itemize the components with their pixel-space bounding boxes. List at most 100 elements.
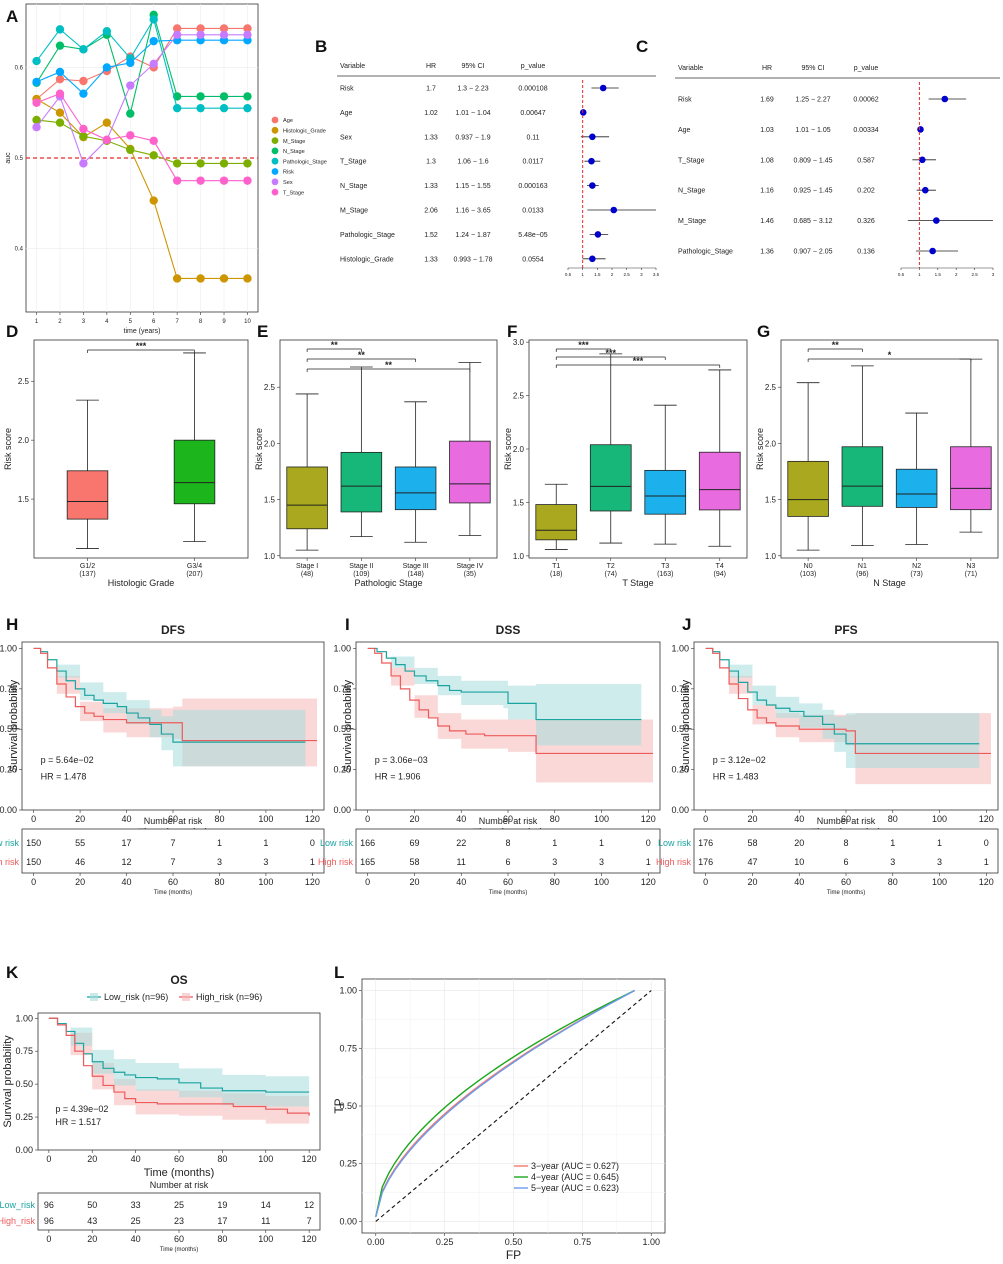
- panel-a-point: [172, 159, 182, 168]
- box-rect-T3: [644, 469, 687, 515]
- box-n-label: (137): [79, 571, 95, 578]
- forest-header: Variable: [678, 65, 703, 72]
- km-ytick-label: 0.00: [0, 805, 17, 815]
- km-risk-tick-label: 0: [365, 877, 370, 887]
- km-risk-tick-label: 40: [131, 1234, 141, 1244]
- panel-a-series-line-Histologic_Grade: [36, 98, 248, 280]
- box-rect-N3: [950, 446, 992, 511]
- forest-header: 95% CI: [802, 65, 825, 72]
- km-risk-tick-label: 100: [258, 877, 273, 887]
- forest-ci: 1.16 − 3.65: [455, 208, 490, 215]
- km-risk-count-low: 12: [304, 1200, 314, 1210]
- km-ytick-label: 1.00: [671, 643, 689, 653]
- forest-ci: 0.937 − 1.9: [455, 134, 490, 141]
- km-risk-count-low: 176: [698, 838, 713, 848]
- km-xtick-label: 80: [550, 814, 560, 824]
- roc-xtick-label: 0.75: [574, 1237, 592, 1247]
- km-risk-tick-label: 120: [641, 877, 656, 887]
- box-ytick-label: 3.0: [513, 338, 525, 347]
- box-ytick-label: 2.5: [765, 383, 777, 392]
- box-n-label: (94): [714, 571, 726, 578]
- panel-a-xtick-label: 6: [152, 319, 156, 325]
- roc-ytick-label: 1.00: [339, 986, 357, 996]
- km-risk-count-high: 23: [174, 1216, 184, 1226]
- roc-xtick-label: 0.25: [436, 1237, 454, 1247]
- km-risk-tick-label: 120: [302, 1234, 317, 1244]
- panel-a-series-line-N_Stage: [36, 12, 248, 116]
- panel-a-point: [196, 30, 205, 39]
- box-ytick-label: 2.5: [513, 392, 525, 401]
- panel-a-legend-key: [271, 168, 279, 175]
- box-ytick-label: 1.5: [765, 496, 777, 505]
- km-ytick-label: 0.00: [671, 805, 689, 815]
- box-significance: ***: [605, 348, 616, 358]
- km-ytick-label: 0.50: [0, 724, 17, 734]
- panel-label-H: H: [6, 615, 18, 634]
- km-risk-tick-label: 100: [258, 1234, 273, 1244]
- forest-ci: 1.01 − 1.04: [455, 110, 490, 117]
- panel-a-point: [55, 118, 65, 127]
- km-curve-low: [367, 647, 642, 721]
- km-risk-count-low: 7: [170, 838, 175, 848]
- km-risk-row-label-high: High risk: [0, 857, 19, 867]
- km-risk-count-low: 33: [131, 1200, 141, 1210]
- panel-b-forest-plot: Variable HR 95% CI p_value Risk 1.7 1.3 − 2.23…: [337, 63, 660, 277]
- km-risk-tick-label: 80: [888, 877, 898, 887]
- panel-a-point: [172, 30, 182, 39]
- box-ylabel: Risk score: [254, 428, 264, 470]
- km-risk-count-low: 1: [890, 838, 895, 848]
- forest-point: [929, 247, 936, 255]
- box-ytick-label: 2.0: [18, 436, 30, 445]
- panel-d-boxplot: 1.5 2.0 2.5 G1/2(137) G3/4(207) Histologic Gr…: [3, 339, 249, 588]
- km-risk-count-high: 11: [261, 1216, 270, 1226]
- km-pvalue: p = 5.64e−02: [41, 755, 94, 765]
- forest-tick-label: 1: [581, 272, 584, 277]
- panel-a-point: [55, 67, 65, 77]
- panel-a-xtick-label: 5: [129, 319, 133, 325]
- km-ytick-label: 0.25: [671, 765, 689, 775]
- box-significance: **: [832, 340, 840, 350]
- km-ytick-label: 0.25: [333, 765, 351, 775]
- box-rect-N2: [895, 468, 938, 508]
- panel-a-series-line-Pathologic_Stage: [36, 18, 248, 109]
- roc-curve-5year: [375, 989, 636, 1218]
- forest-variable: Sex: [340, 134, 353, 141]
- panel-a-point: [79, 124, 88, 134]
- panel-a-legend-label: Pathologic_Stage: [283, 159, 327, 165]
- panel-a-point: [219, 30, 229, 39]
- box-n-label: (18): [550, 571, 562, 578]
- panel-a-point: [32, 98, 41, 107]
- panel-a-xtick-label: 4: [105, 319, 109, 325]
- box-ytick-label: 1.5: [513, 498, 525, 507]
- box-xtick-label: N2: [912, 563, 921, 570]
- km-ytick-label: 0.75: [333, 684, 351, 694]
- forest-hr: 1.3: [426, 159, 436, 166]
- km-curve-high: [705, 647, 991, 755]
- km-xtick-label: 100: [594, 814, 609, 824]
- roc-xtick-label: 0.00: [367, 1237, 385, 1247]
- panel-j-km-plot: PFSLow risk (n = 176)High risk (n = 176)…: [656, 623, 999, 896]
- forest-hr: 1.03: [760, 127, 774, 134]
- km-risk-count-high: 3: [937, 857, 942, 867]
- forest-point: [917, 126, 924, 133]
- roc-ytick-label: 0.50: [339, 1101, 357, 1111]
- forest-ci: 1.01 − 1.05: [795, 127, 830, 134]
- km-xtick-label: 40: [456, 814, 466, 824]
- panel-a-point: [219, 103, 229, 113]
- km-risk-row-label-high: High risk: [318, 857, 354, 867]
- km-ci-band-low: [705, 648, 980, 768]
- panel-a-legend-key: [271, 147, 279, 155]
- box-ytick-label: 1.0: [765, 552, 777, 561]
- km-curve-high: [367, 647, 653, 755]
- panel-a-point: [219, 159, 229, 168]
- box-xtick-label: G3/4: [187, 563, 202, 570]
- forest-hr: 2.06: [424, 208, 438, 215]
- roc-legend-label: 4−year (AUC = 0.645): [531, 1172, 619, 1182]
- panel-a-point: [196, 176, 205, 185]
- km-xtick-label: 40: [131, 1154, 141, 1164]
- km-xtick-label: 20: [75, 814, 85, 824]
- km-title: DFS: [161, 623, 185, 637]
- roc-ytick-label: 0.75: [339, 1043, 357, 1053]
- forest-point: [941, 95, 949, 103]
- km-curve-low: [705, 647, 980, 745]
